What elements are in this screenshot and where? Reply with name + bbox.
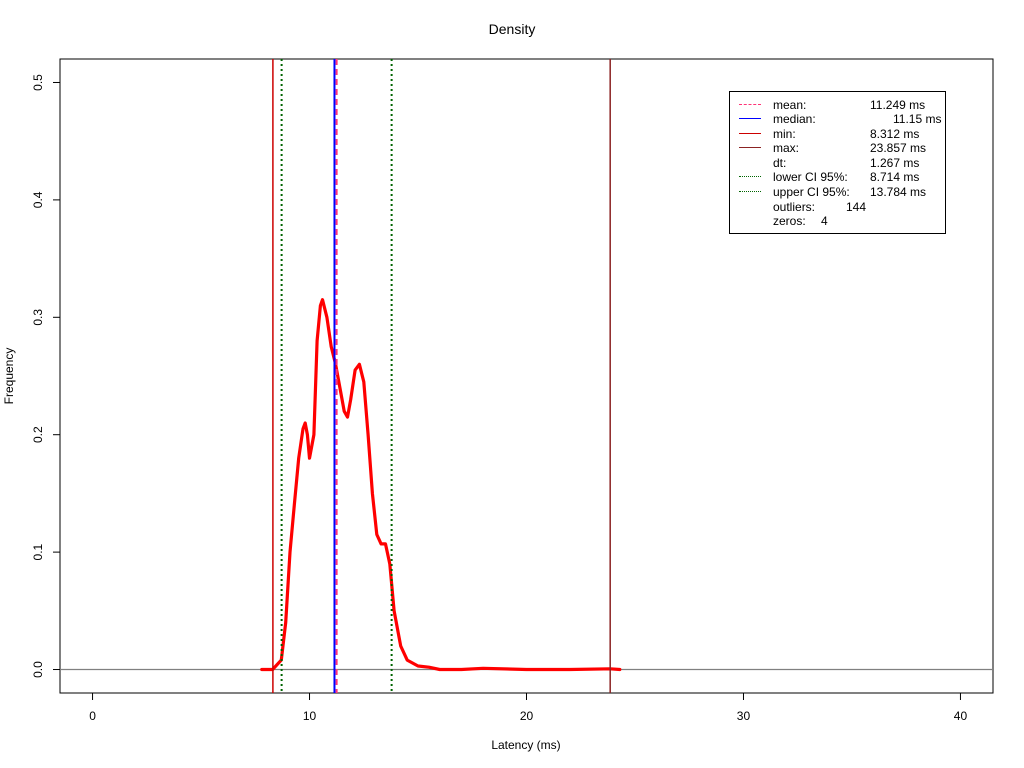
legend-min-line bbox=[739, 133, 761, 134]
y-tick-label: 0.3 bbox=[31, 309, 45, 326]
legend-lower-ci-value: 8.714 ms bbox=[870, 170, 920, 184]
x-tick-label: 20 bbox=[520, 709, 534, 723]
x-tick-label: 40 bbox=[954, 709, 968, 723]
legend-max-value: 23.857 ms bbox=[870, 141, 927, 155]
legend-lower-ci-label: lower CI 95%: bbox=[773, 170, 848, 184]
x-tick-label: 0 bbox=[89, 709, 96, 723]
legend-zeros-value: 4 bbox=[821, 214, 828, 228]
x-axis-label: Latency (ms) bbox=[491, 738, 561, 752]
y-tick-label: 0.0 bbox=[31, 661, 45, 678]
density-curve bbox=[260, 298, 622, 672]
chart-title: Density bbox=[488, 21, 536, 37]
legend-mean-value: 11.249 ms bbox=[870, 98, 926, 112]
y-tick-label: 0.1 bbox=[31, 543, 45, 560]
y-tick-label: 0.4 bbox=[31, 191, 45, 208]
legend-outliers-label: outliers: bbox=[773, 200, 816, 214]
legend-mean-line bbox=[739, 104, 761, 105]
legend-dt-label: dt: bbox=[773, 156, 787, 170]
legend-upper-ci-label: upper CI 95%: bbox=[773, 185, 850, 199]
legend-median-line bbox=[739, 118, 761, 119]
legend-dt-value: 1.267 ms bbox=[870, 156, 920, 170]
legend-median-label: median: bbox=[773, 112, 816, 126]
legend-upper-ci-value: 13.784 ms bbox=[870, 185, 927, 199]
legend-max-label: max: bbox=[773, 141, 800, 155]
legend-median-value: 11.15 ms bbox=[893, 112, 942, 126]
legend: mean: 11.249 ms median: 11.15 ms min: 8.… bbox=[729, 91, 946, 234]
legend-zeros-label: zeros: bbox=[773, 214, 806, 228]
legend-upper-ci-line bbox=[739, 191, 761, 192]
x-tick-label: 30 bbox=[737, 709, 751, 723]
legend-lower-ci-line bbox=[739, 176, 761, 177]
legend-max-line bbox=[739, 147, 761, 148]
legend-mean-label: mean: bbox=[773, 98, 807, 112]
y-tick-label: 0.5 bbox=[31, 74, 45, 91]
legend-min-value: 8.312 ms bbox=[870, 127, 920, 141]
y-tick-label: 0.2 bbox=[31, 426, 45, 443]
y-axis-label: Frequency bbox=[2, 347, 16, 405]
x-tick-label: 10 bbox=[303, 709, 317, 723]
legend-outliers-value: 144 bbox=[846, 200, 867, 214]
legend-min-label: min: bbox=[773, 127, 796, 141]
